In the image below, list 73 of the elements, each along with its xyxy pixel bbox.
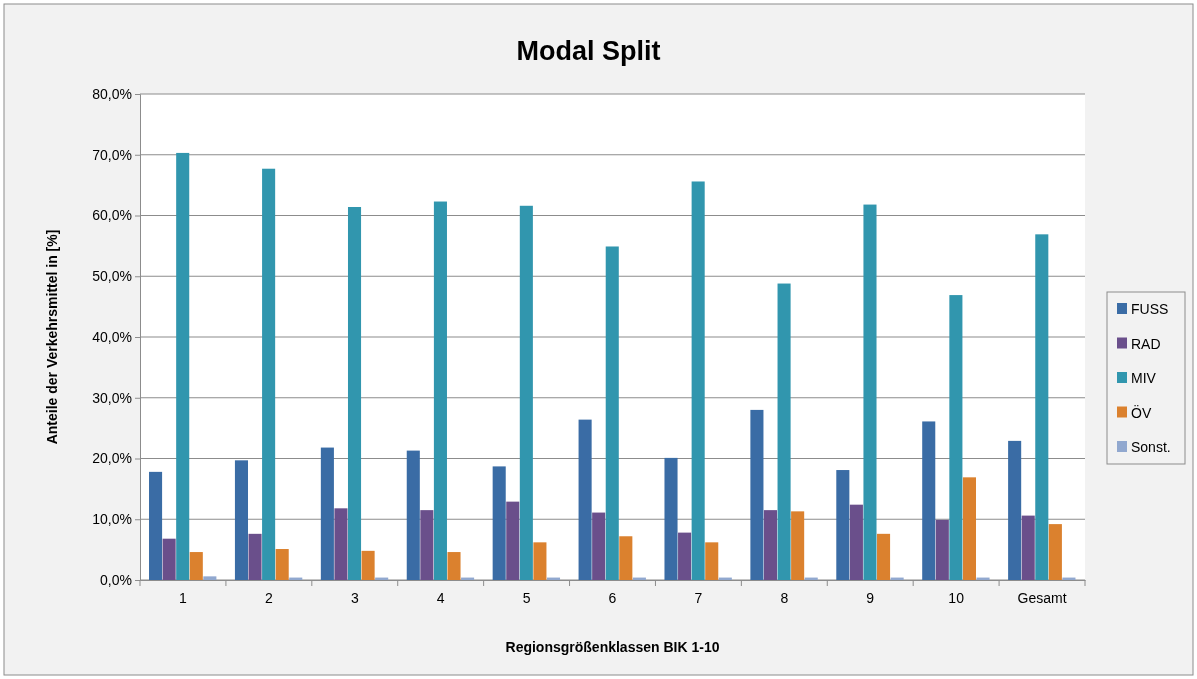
bar	[777, 283, 791, 580]
x-tick-label: 2	[264, 589, 273, 606]
x-tick-label: 5	[522, 589, 531, 606]
bar	[791, 511, 805, 580]
bar	[420, 510, 434, 580]
bar	[750, 409, 764, 580]
bar	[691, 181, 705, 580]
bar	[189, 552, 203, 580]
bar	[705, 542, 719, 580]
bar	[949, 295, 963, 580]
x-axis-title: Regionsgrößenklassen BIK 1-10	[505, 639, 720, 655]
bar	[664, 457, 678, 580]
legend-label: MIV	[1131, 370, 1157, 386]
y-tick-label: 30,0%	[92, 389, 132, 406]
legend-label: Sonst.	[1131, 439, 1171, 455]
bar	[406, 450, 420, 580]
y-tick-label: 80,0%	[92, 85, 132, 102]
y-tick-label: 40,0%	[92, 328, 132, 345]
bar	[1008, 440, 1022, 580]
bar	[935, 519, 949, 580]
bar	[678, 532, 692, 580]
y-tick-label: 60,0%	[92, 207, 132, 224]
x-tick-label: 10	[948, 589, 965, 606]
y-tick-label: 0,0%	[100, 571, 132, 588]
x-tick-label: 7	[694, 589, 703, 606]
bar	[234, 460, 248, 580]
bar	[1035, 234, 1049, 580]
bar	[334, 508, 348, 580]
y-tick-label: 50,0%	[92, 268, 132, 285]
bar	[149, 471, 163, 580]
bar	[962, 477, 976, 580]
y-tick-label: 10,0%	[92, 511, 132, 528]
x-tick-label: Gesamt	[1017, 589, 1067, 606]
bar	[492, 466, 506, 580]
bar	[248, 533, 262, 580]
bar	[506, 501, 520, 580]
y-tick-label: 20,0%	[92, 450, 132, 467]
y-axis-title: Anteile der Verkehrsmittel in [%]	[44, 229, 60, 445]
bar	[836, 470, 850, 580]
bar	[162, 538, 176, 580]
bar	[320, 447, 334, 580]
x-tick-label: 4	[436, 589, 445, 606]
bar	[578, 419, 592, 580]
y-tick-label: 70,0%	[92, 146, 132, 163]
legend-label: FUSS	[1131, 301, 1169, 317]
bar	[519, 205, 533, 580]
bar	[275, 549, 289, 580]
x-tick-label: 8	[780, 589, 789, 606]
bar	[533, 542, 547, 580]
bar	[203, 576, 217, 580]
bar	[592, 512, 606, 580]
bar	[1048, 524, 1062, 580]
legend-label: ÖV	[1131, 403, 1152, 421]
bar	[605, 246, 619, 580]
legend-label: RAD	[1131, 335, 1161, 352]
bar	[1021, 515, 1035, 580]
bar	[619, 536, 633, 580]
bar	[763, 510, 778, 580]
bar	[447, 552, 461, 580]
bar	[863, 204, 877, 580]
x-tick-label: 3	[350, 589, 359, 606]
x-tick-label: 9	[866, 589, 875, 606]
bar	[877, 533, 891, 580]
bar	[433, 201, 447, 580]
chart-title: Modal Split	[516, 36, 661, 66]
bar	[176, 152, 190, 580]
bar	[347, 207, 362, 580]
bar	[922, 421, 936, 580]
bar	[361, 550, 375, 580]
x-tick-label: 6	[608, 589, 617, 606]
bar	[849, 504, 863, 580]
bar	[262, 168, 276, 580]
x-tick-label: 1	[179, 589, 188, 606]
